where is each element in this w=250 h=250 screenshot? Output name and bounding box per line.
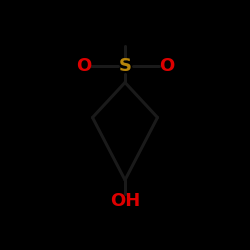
- Text: S: S: [118, 57, 132, 75]
- Text: OH: OH: [110, 192, 140, 210]
- Text: O: O: [76, 57, 92, 75]
- Text: O: O: [159, 57, 174, 75]
